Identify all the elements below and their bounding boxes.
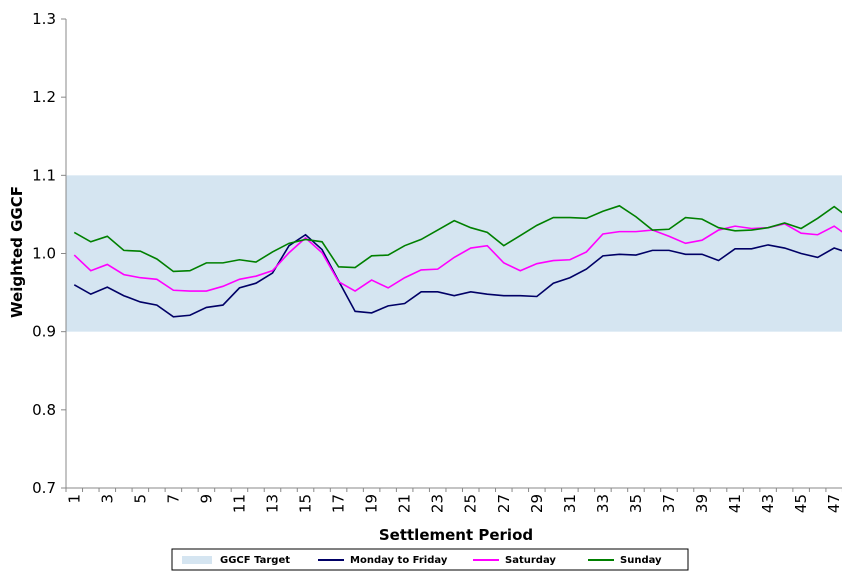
series-line — [73, 204, 842, 273]
x-tick-label: 31 — [561, 494, 579, 513]
x-tick-label: 29 — [528, 494, 546, 513]
y-tick-label: 0.9 — [32, 323, 56, 341]
x-tick-label: 9 — [197, 494, 215, 504]
legend — [171, 548, 689, 571]
x-tick-label: 45 — [792, 494, 810, 513]
x-tick-label: 5 — [131, 494, 149, 504]
target-band — [66, 175, 842, 332]
x-tick-label: 37 — [660, 494, 678, 513]
x-tick-label: 35 — [627, 494, 645, 513]
legend-swatch — [182, 556, 212, 564]
x-tick-label: 27 — [495, 494, 513, 513]
y-tick-label: 1.1 — [32, 166, 56, 184]
series-line — [73, 233, 842, 318]
x-tick-label: 7 — [164, 494, 182, 504]
x-tick-label: 47 — [825, 494, 842, 513]
y-tick-label: 1.3 — [32, 10, 56, 28]
y-axis-title: Weighted GGCF — [8, 186, 26, 318]
x-tick-label: 23 — [429, 494, 447, 513]
y-tick-label: 1.0 — [32, 245, 56, 263]
y-tick-label: 0.8 — [32, 401, 56, 419]
legend-label: Sunday — [620, 555, 662, 566]
x-tick-label: 43 — [759, 494, 777, 513]
x-tick-label: 41 — [726, 494, 744, 513]
x-tick-label: 11 — [230, 494, 248, 513]
legend-label: GGCF Target — [220, 555, 290, 566]
x-tick-label: 17 — [330, 494, 348, 513]
series-line — [73, 222, 842, 292]
x-tick-label: 19 — [363, 494, 381, 513]
x-axis-title: Settlement Period — [379, 526, 533, 544]
x-tick-label: 33 — [594, 494, 612, 513]
y-tick-label: 1.2 — [32, 88, 56, 106]
legend-label: Monday to Friday — [350, 555, 448, 566]
x-tick-label: 15 — [297, 494, 315, 513]
y-tick-label: 0.7 — [32, 479, 56, 497]
x-tick-label: 25 — [462, 494, 480, 513]
x-tick-label: 39 — [693, 494, 711, 513]
x-tick-label: 21 — [396, 494, 414, 513]
x-tick-label: 1 — [65, 494, 83, 504]
x-tick-label: 3 — [98, 494, 116, 504]
x-tick-label: 13 — [264, 494, 282, 513]
legend-label: Saturday — [505, 555, 556, 566]
